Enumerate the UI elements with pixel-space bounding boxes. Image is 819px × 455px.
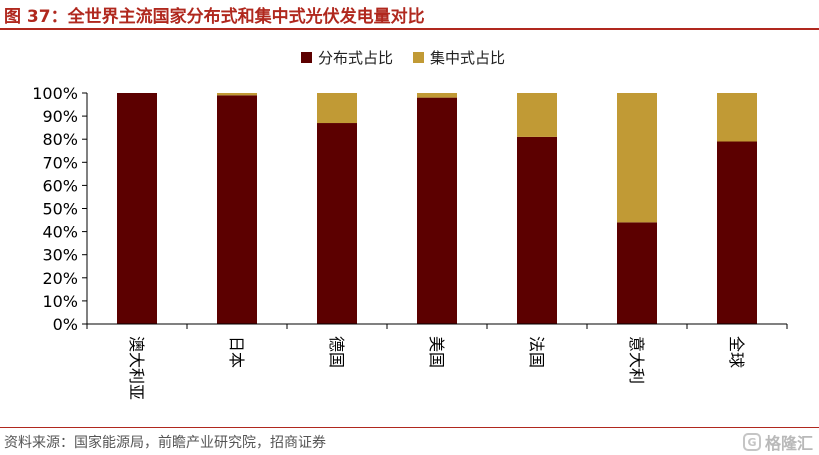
watermark-text: 格隆汇 xyxy=(764,434,813,453)
bar-centralized xyxy=(517,93,557,137)
x-tick-label: 全球 xyxy=(727,336,746,368)
y-tick-label: 100% xyxy=(32,84,78,103)
y-tick-label: 40% xyxy=(42,223,78,242)
bar-distributed xyxy=(217,95,257,324)
bar-distributed xyxy=(317,123,357,324)
y-tick-label: 10% xyxy=(42,292,78,311)
bar-distributed xyxy=(517,136,557,324)
bar-centralized xyxy=(717,93,757,142)
bar-centralized xyxy=(317,93,357,124)
y-tick-label: 90% xyxy=(42,107,78,126)
legend-swatch xyxy=(413,52,424,63)
bar-distributed xyxy=(117,93,157,324)
stacked-bar-chart: 分布式占比 集中式占比 0% 10% 20% 30% 40% 50% 60% 70% 80% 90%… xyxy=(32,49,788,400)
x-tick-label: 德国 xyxy=(327,336,346,368)
x-tick-label: 美国 xyxy=(427,336,446,368)
watermark: G 格隆汇 xyxy=(742,430,813,454)
figure-title: 图 37：全世界主流国家分布式和集中式光伏发电量对比 xyxy=(4,7,425,27)
legend-label: 分布式占比 xyxy=(318,49,393,67)
y-tick-label: 70% xyxy=(42,153,78,172)
source-note: 资料来源：国家能源局，前瞻产业研究院，招商证券 xyxy=(4,435,326,451)
y-tick-label: 50% xyxy=(42,200,78,219)
bar-centralized xyxy=(217,93,257,96)
y-tick-label: 60% xyxy=(42,176,78,195)
source-divider xyxy=(0,427,819,428)
y-tick-label: 20% xyxy=(42,269,78,288)
y-tick-label: 80% xyxy=(42,130,78,149)
bar-distributed xyxy=(717,141,757,324)
bar-centralized xyxy=(417,93,457,98)
bar-distributed xyxy=(417,97,457,325)
x-tick-label: 澳大利亚 xyxy=(127,336,146,400)
logo-icon: G xyxy=(742,433,761,451)
x-tick-label: 意大利 xyxy=(627,336,646,384)
x-tick-label: 法国 xyxy=(527,336,546,368)
chart-legend: 分布式占比 集中式占比 xyxy=(301,49,505,67)
legend-swatch xyxy=(301,52,312,63)
legend-label: 集中式占比 xyxy=(430,49,505,67)
x-tick-label: 日本 xyxy=(227,336,246,368)
x-axis: 澳大利亚 日本 德国 美国 法国 意大利 全球 xyxy=(86,323,788,400)
bars-group xyxy=(117,93,757,325)
y-tick-label: 0% xyxy=(53,315,78,334)
bar-distributed xyxy=(617,222,657,324)
title-divider xyxy=(0,28,819,30)
y-tick-label: 30% xyxy=(42,246,78,265)
y-axis: 0% 10% 20% 30% 40% 50% 60% 70% 80% 90% 100% xyxy=(32,84,88,334)
bar-centralized xyxy=(617,93,657,223)
